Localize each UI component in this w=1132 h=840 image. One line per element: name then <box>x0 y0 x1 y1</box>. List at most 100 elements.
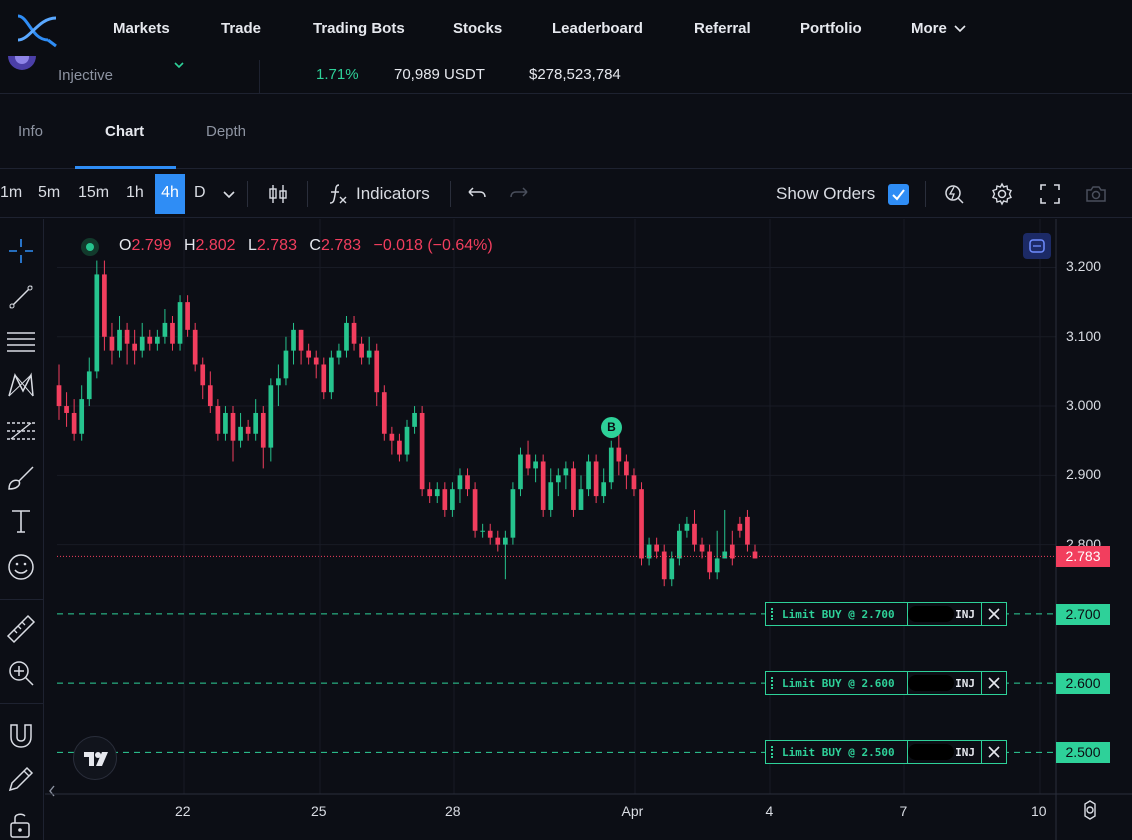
candle-body <box>412 412 417 427</box>
nav-trade[interactable]: Trade <box>221 20 262 37</box>
candle-body <box>124 329 130 344</box>
candle-body <box>389 433 395 441</box>
timeframe-1h[interactable]: 1h <box>126 184 144 201</box>
cancel-order-button[interactable] <box>982 741 1006 763</box>
candlestick-icon[interactable] <box>266 182 290 206</box>
buy-marker[interactable]: B <box>601 417 622 438</box>
limit-order-box[interactable]: Limit BUY @ 2.600 INJ <box>765 671 1007 696</box>
settings-icon[interactable] <box>1079 799 1101 821</box>
limit-order-box[interactable]: Limit BUY @ 2.500 INJ <box>765 740 1007 765</box>
y-tick-label: 3.100 <box>1066 327 1102 344</box>
nav-stocks[interactable]: Stocks <box>453 20 503 37</box>
candle-body <box>624 461 629 476</box>
tab-chart[interactable]: Chart <box>105 123 145 140</box>
zoom-in-icon[interactable] <box>5 657 37 689</box>
candle-body <box>714 558 720 573</box>
candle-body <box>684 523 690 531</box>
candle-body <box>260 412 266 448</box>
quick-search-icon[interactable] <box>942 182 966 206</box>
top-nav: Markets Trade Trading Bots Stocks Leader… <box>0 0 1132 60</box>
timeframe-15m[interactable]: 15m <box>78 184 110 201</box>
crosshair-icon[interactable] <box>5 235 37 267</box>
lock-icon[interactable] <box>5 809 37 840</box>
nav-markets[interactable]: Markets <box>113 20 170 37</box>
candle-body <box>56 385 62 407</box>
x-tick-label: 4 <box>765 803 774 819</box>
candle-body <box>578 489 584 510</box>
gear-icon[interactable] <box>990 182 1014 206</box>
timeframe-5m[interactable]: 5m <box>38 184 61 201</box>
candle-body <box>162 322 168 337</box>
high-value: 2.802 <box>195 237 236 254</box>
logo-icon[interactable] <box>14 10 60 48</box>
order-asset: INJ <box>955 746 975 760</box>
camera-icon[interactable] <box>1084 182 1108 206</box>
nav-referral[interactable]: Referral <box>694 20 751 37</box>
trend-line-icon[interactable] <box>5 281 37 313</box>
candle-body <box>86 371 92 400</box>
cancel-order-button[interactable] <box>982 603 1006 625</box>
timeframe-1m[interactable]: 1m <box>0 184 23 201</box>
fullscreen-icon[interactable] <box>1038 182 1062 206</box>
divider <box>0 599 44 600</box>
chevron-down-icon[interactable] <box>174 62 184 68</box>
timeframe-4h[interactable]: 4h <box>155 174 185 214</box>
indicators-button[interactable]: Indicators <box>356 184 430 203</box>
tradingview-icon <box>84 752 108 766</box>
function-icon[interactable] <box>326 182 350 206</box>
last-price-tag: 2.783 <box>1056 546 1110 568</box>
timeframe-d[interactable]: D <box>194 184 206 201</box>
text-tool-icon[interactable] <box>5 505 37 537</box>
candle-body <box>419 412 425 490</box>
coin-icon <box>8 56 36 70</box>
candle-body <box>525 454 531 469</box>
candle-body <box>487 530 493 538</box>
candle-body <box>185 302 190 330</box>
redacted-block <box>908 675 954 692</box>
pattern-icon[interactable] <box>5 369 37 401</box>
order-label: Limit BUY @ 2.500 <box>766 741 908 764</box>
candle-body <box>230 412 236 441</box>
order-asset: INJ <box>955 607 975 621</box>
chart-canvas[interactable] <box>45 219 1132 840</box>
tab-info[interactable]: Info <box>18 123 44 140</box>
sync-button[interactable] <box>1023 233 1051 259</box>
candle-body <box>745 516 750 545</box>
limit-order-box[interactable]: Limit BUY @ 2.700 INJ <box>765 601 1007 626</box>
price-chart[interactable]: O2.799 H2.802 L2.783 C2.783 −0.018 (−0.6… <box>45 219 1132 840</box>
candle-body <box>722 551 728 559</box>
candle-body <box>71 412 77 434</box>
draw-mode-icon[interactable] <box>5 763 37 795</box>
high-label: H <box>183 237 196 254</box>
nav-leaderboard[interactable]: Leaderboard <box>552 20 643 37</box>
ohlc-legend: O2.799 H2.802 L2.783 C2.783 −0.018 (−0.6… <box>119 237 493 255</box>
brush-icon[interactable] <box>5 461 37 493</box>
order-quantity: INJ <box>908 602 982 625</box>
candle-body <box>450 489 455 510</box>
tradingview-logo[interactable] <box>73 736 117 780</box>
cancel-order-button[interactable] <box>982 672 1006 694</box>
order-label: Limit BUY @ 2.600 <box>766 672 908 695</box>
chevron-down-icon[interactable] <box>222 182 236 206</box>
candle-body <box>94 274 100 372</box>
redo-icon[interactable] <box>507 182 531 206</box>
nav-trading-bots[interactable]: Trading Bots <box>313 20 405 37</box>
undo-icon[interactable] <box>465 182 489 206</box>
fib-retracement-icon[interactable] <box>5 415 37 447</box>
horizontal-lines-icon[interactable] <box>5 325 37 357</box>
show-orders-checkbox[interactable] <box>888 184 909 205</box>
y-tick-label: 3.200 <box>1066 258 1102 275</box>
emoji-icon[interactable] <box>5 551 37 583</box>
candle-body <box>253 412 259 434</box>
candle-body <box>404 426 410 455</box>
magnet-icon[interactable] <box>5 719 37 751</box>
candle-body <box>593 461 599 497</box>
nav-portfolio[interactable]: Portfolio <box>800 20 862 37</box>
candle-body <box>495 537 501 545</box>
chart-toolbar: 1m 5m 15m 1h 4h D Indicators Show Orders <box>0 170 1132 218</box>
order-price-tag: 2.500 <box>1056 742 1110 764</box>
ruler-icon[interactable] <box>5 613 37 645</box>
tab-depth[interactable]: Depth <box>206 123 247 140</box>
candle-body <box>291 329 296 351</box>
nav-more[interactable]: More <box>911 20 947 37</box>
